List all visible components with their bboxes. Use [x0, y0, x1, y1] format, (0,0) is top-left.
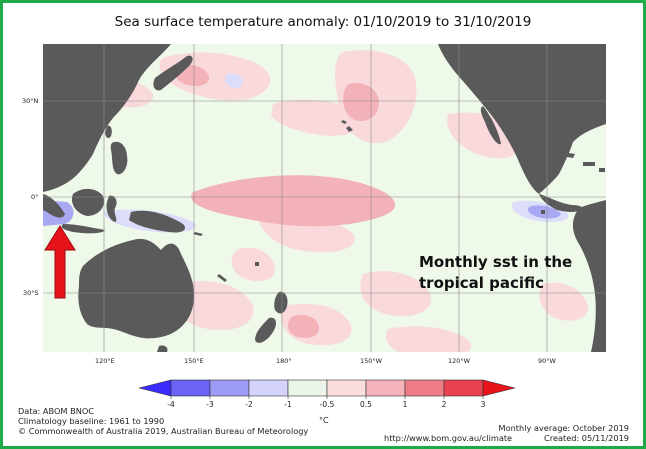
anomaly-colorbar: -4-3-2-1-0.50.51234 [138, 379, 516, 409]
colorbar-bin [443, 379, 484, 397]
australia-landmass [78, 238, 195, 339]
strong-warm-regions [174, 64, 396, 338]
lon-label-150w: 150°W [360, 357, 383, 365]
sulawesi-island [106, 195, 117, 222]
new-zealand-north-island [274, 291, 288, 314]
footer-baseline: Climatology baseline: 1961 to 1990 [18, 416, 165, 426]
colorbar-unit: °C [319, 416, 329, 425]
colorbar-tick-label: -3 [206, 400, 214, 409]
colorbar-tick-label: 1 [403, 400, 408, 409]
footer-average: Monthly average: October 2019 [498, 423, 629, 433]
colorbar-bin [404, 379, 445, 397]
colorbar-extend-max [482, 379, 516, 397]
colorbar-tick-label: -2 [245, 400, 253, 409]
annotation-line-2: tropical pacific [419, 274, 545, 292]
colorbar-tick-label: 0.5 [360, 400, 372, 409]
tasmania-island [157, 345, 168, 352]
sumatra-island [43, 194, 65, 218]
map-graticule [43, 44, 606, 352]
colorbar-bin [248, 379, 289, 397]
lat-label-equator: 0° [31, 193, 39, 201]
japan-island [153, 55, 193, 91]
galapagos-islands [541, 210, 545, 214]
colorbar-bin [326, 379, 367, 397]
colorbar-bin [365, 379, 406, 397]
colorbar-tick-label: -1 [284, 400, 292, 409]
lon-label-150e: 150°E [184, 357, 204, 365]
footer-url[interactable]: http://www.bom.gov.au/climate [384, 433, 513, 443]
footer-data-source: Data: ABOM BNOC [18, 406, 94, 416]
colorbar-bin [170, 379, 211, 397]
colorbar-tick-label: -0.5 [320, 400, 335, 409]
lon-label-90w: 90°W [538, 357, 556, 365]
hawaii-islands [341, 120, 353, 132]
colorbar-tick-label: 3 [481, 400, 486, 409]
colorbar-bin [209, 379, 250, 397]
new-guinea-island [129, 210, 186, 233]
lon-label-180: 180° [276, 357, 292, 365]
baja-peninsula [480, 106, 501, 145]
colorbar-extend-min [138, 379, 172, 397]
lon-label-120e: 120°E [95, 357, 115, 365]
red-up-arrow-icon [44, 225, 76, 299]
taiwan-island [105, 125, 112, 139]
philippines-islands [110, 141, 128, 175]
asia-landmass [43, 44, 171, 192]
footer-copyright: © Commonwealth of Australia 2019, Austra… [18, 426, 309, 436]
map-annotation: Monthly sst in the tropical pacific [419, 252, 599, 294]
lat-label-30s: 30°S [23, 289, 39, 297]
lat-label-30n: 30°N [22, 97, 39, 105]
sst-anomaly-map [43, 44, 606, 352]
lon-label-120w: 120°W [448, 357, 471, 365]
caribbean-islands [561, 152, 605, 172]
south-america-landmass [572, 200, 606, 352]
colorbar-bin [287, 379, 328, 397]
colorbar-tick-label: 2 [442, 400, 447, 409]
land-masses [43, 44, 606, 352]
footer-created: Created: 05/11/2019 [544, 433, 629, 443]
java-island [61, 224, 105, 234]
central-america-landmass [539, 194, 583, 212]
map-title: Sea surface temperature anomaly: 01/10/2… [114, 14, 532, 30]
colorbar-tick-label: -4 [167, 400, 175, 409]
new-caledonia-island [217, 274, 227, 282]
borneo-island [71, 188, 105, 216]
new-zealand-south-island [255, 317, 276, 343]
annotation-line-1: Monthly sst in the [419, 253, 573, 271]
